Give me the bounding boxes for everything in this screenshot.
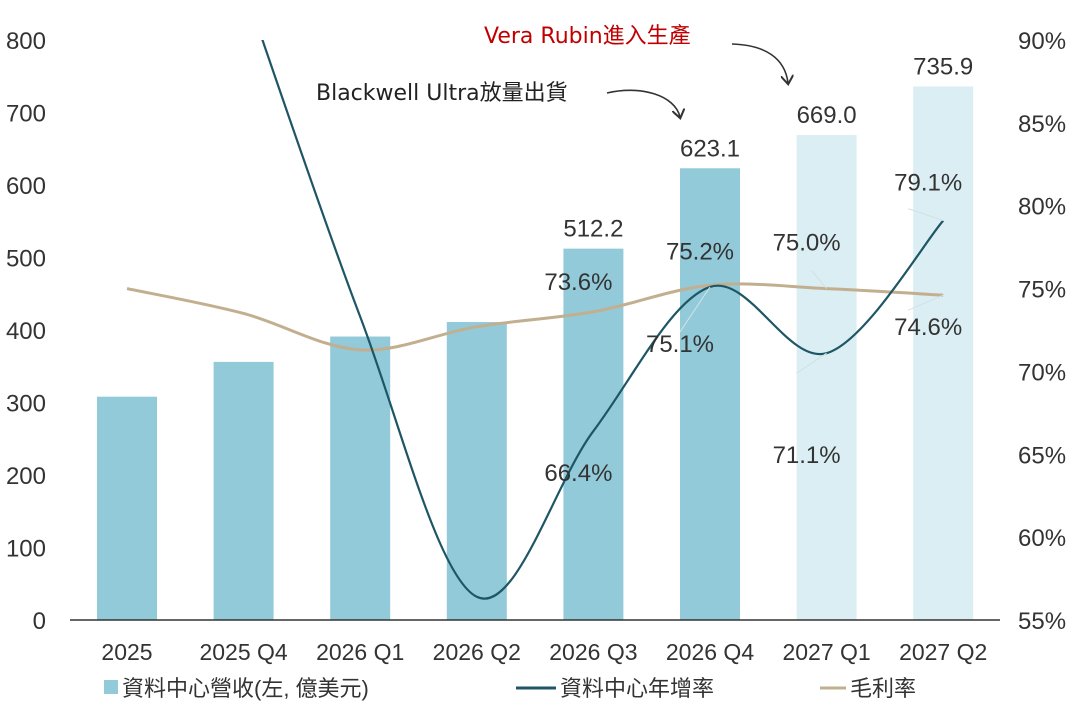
left-axis-tick: 500: [6, 246, 46, 273]
legend-label-gross-margin: 毛利率: [850, 676, 916, 701]
x-axis-tick: 2026 Q2: [433, 639, 521, 665]
axes-layer: 0 100 200 300 400 500 600 700 800 55% 60% 65% 70% 75%…: [6, 28, 1066, 665]
gross-margin-label: 75.0%: [773, 230, 841, 257]
right-axis-tick: 65%: [1018, 442, 1066, 469]
annotations-layer: Blackwell Ultra放量出貨 Vera Rubin進入生產: [316, 24, 788, 117]
bar-2026-Q4: [680, 168, 740, 620]
left-axis-tick: 600: [6, 173, 46, 200]
data-labels-layer: 512.2 623.1 669.0 735.9 66.4% 75.1% 71.1% 79.1%…: [544, 53, 973, 487]
bar-2026-Q1: [330, 336, 391, 620]
legend-label-growth: 資料中心年增率: [560, 676, 714, 701]
left-axis-tick: 100: [6, 536, 46, 563]
x-axis-tick: 2027 Q2: [899, 639, 987, 665]
bar-2027-Q1: [796, 134, 857, 620]
arrow-icon: [731, 43, 788, 83]
bar-2025: [97, 396, 157, 620]
left-axis-tick: 200: [6, 463, 46, 490]
right-axis-tick: 90%: [1018, 28, 1066, 55]
x-axis-tick: 2026 Q3: [549, 639, 637, 665]
label-leader-line: [811, 270, 827, 289]
annotation-vera-rubin: Vera Rubin進入生產: [484, 24, 691, 49]
bar-value-label: 623.1: [680, 135, 740, 162]
bar-2026-Q3: [563, 248, 624, 620]
left-axis-tick: 800: [6, 28, 46, 55]
bar-2027-Q2: [913, 86, 974, 620]
left-axis-tick: 300: [6, 391, 46, 418]
right-axis-tick: 85%: [1018, 111, 1066, 138]
bar-value-label: 512.2: [563, 216, 623, 243]
growth-rate-label: 66.4%: [544, 460, 612, 487]
legend-swatch-revenue: [104, 680, 118, 694]
label-leader-line: [679, 286, 711, 333]
lines-layer: [126, 40, 945, 600]
x-axis-tick: 2027 Q1: [782, 639, 870, 665]
legend-label-revenue: 資料中心營收(左, 億美元): [122, 676, 369, 701]
bar-value-label: 669.0: [797, 102, 857, 129]
arrow-icon: [606, 89, 680, 117]
gross-margin-label: 75.2%: [666, 238, 734, 265]
growth-rate-label: 71.1%: [773, 442, 841, 469]
bar-2025-Q4: [213, 361, 274, 620]
growth-rate-line: [261, 40, 945, 600]
x-axis-tick: 2025 Q4: [199, 639, 287, 665]
x-axis-tick: 2025: [101, 639, 152, 665]
bar-value-label: 735.9: [913, 53, 973, 80]
right-axis-tick: 75%: [1018, 277, 1066, 304]
growth-rate-label: 75.1%: [646, 331, 714, 358]
x-axis-tick: 2026 Q4: [666, 639, 754, 665]
label-leader-line: [908, 294, 944, 311]
label-leader-line: [796, 352, 827, 374]
right-axis-tick: 80%: [1018, 194, 1066, 221]
bar-2026-Q2: [446, 322, 507, 620]
right-axis-tick: 70%: [1018, 359, 1066, 386]
x-axis-tick: 2026 Q1: [316, 639, 404, 665]
gross-margin-line: [126, 282, 944, 352]
left-axis-tick: 400: [6, 318, 46, 345]
left-axis-tick: 700: [6, 101, 46, 128]
label-leader-line: [908, 208, 944, 222]
gross-margin-label: 73.6%: [544, 269, 612, 296]
growth-rate-label: 79.1%: [894, 170, 962, 197]
right-axis-tick: 55%: [1018, 608, 1066, 635]
right-axis-tick: 60%: [1018, 525, 1066, 552]
annotation-blackwell-ultra: Blackwell Ultra放量出貨: [316, 81, 568, 106]
legend: 資料中心營收(左, 億美元) 資料中心年增率 毛利率: [104, 676, 916, 701]
bars-layer: [97, 86, 974, 620]
left-axis-tick: 0: [33, 608, 46, 635]
gross-margin-label: 74.6%: [894, 314, 962, 341]
